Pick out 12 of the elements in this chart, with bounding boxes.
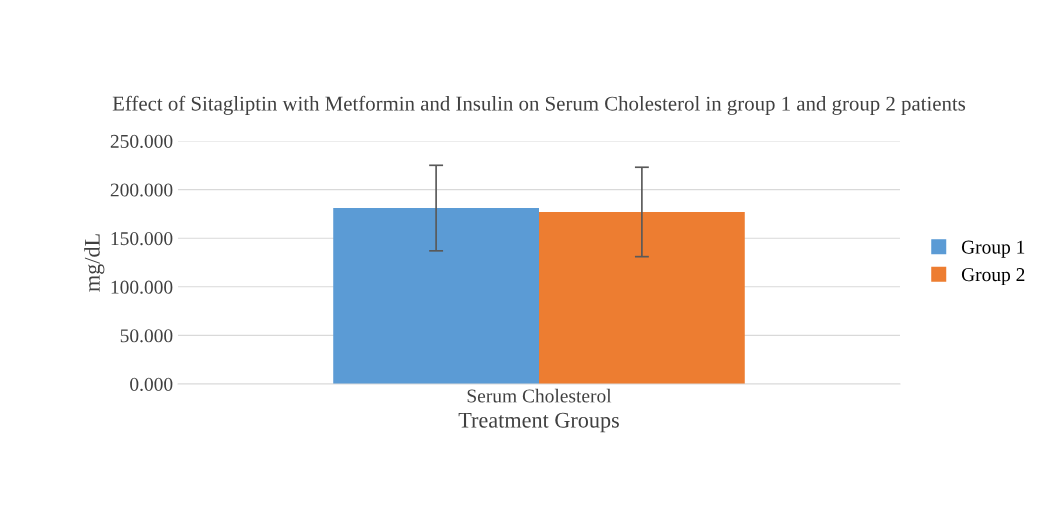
legend-label: Group 2 bbox=[961, 268, 1025, 286]
x-axis-title: Treatment Groups bbox=[458, 412, 619, 433]
x-tick-label: Serum Cholesterol bbox=[467, 388, 612, 403]
y-tick-label: 0.000 bbox=[130, 377, 173, 392]
y-tick-label: 50.000 bbox=[120, 329, 173, 343]
chart-title: Effect of Sitagliptin with Metformin and Insulin on Serum Cholesterol in group 1 and group 2 patients bbox=[112, 95, 966, 115]
y-tick-label: 100.000 bbox=[111, 280, 173, 294]
y-axis-title: mg/dL bbox=[84, 234, 105, 292]
legend-label: Group 1 bbox=[961, 240, 1025, 258]
y-tick-label: 150.000 bbox=[111, 232, 173, 246]
y-tick-label: 250.000 bbox=[110, 134, 173, 149]
y-tick-label: 200.000 bbox=[110, 183, 173, 197]
